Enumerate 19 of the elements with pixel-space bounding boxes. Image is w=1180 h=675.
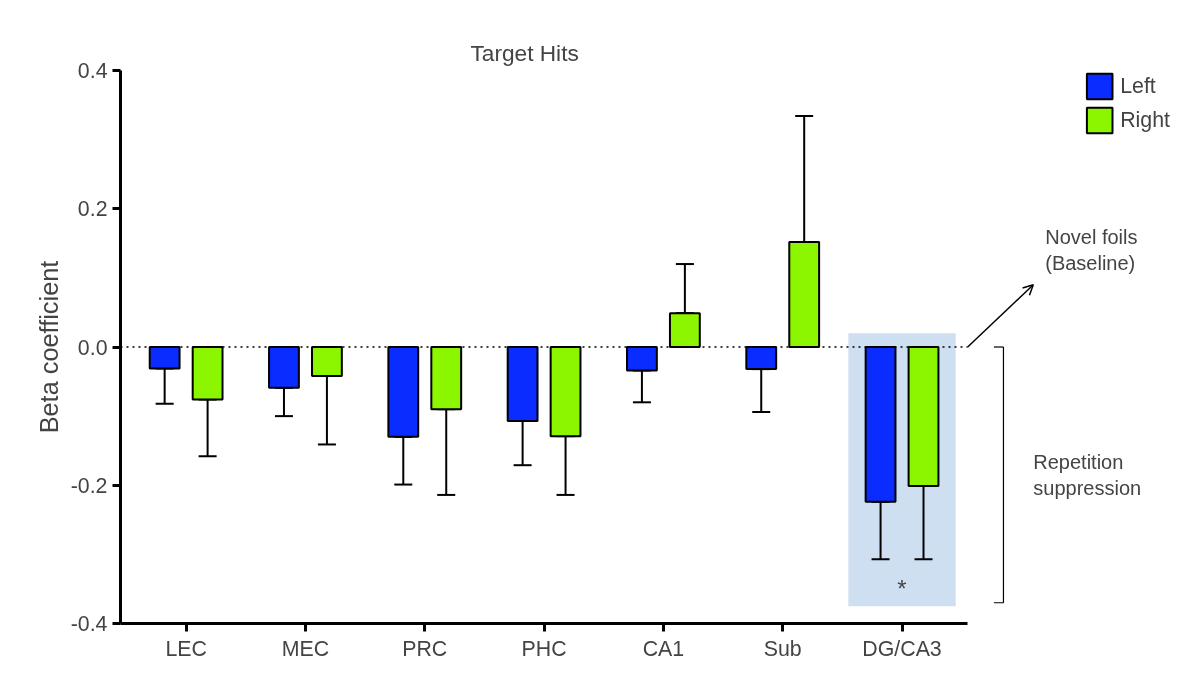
x-tick-label: PHC: [521, 636, 567, 661]
chart-title: Target Hits: [470, 39, 579, 66]
legend-label: Right: [1120, 107, 1170, 133]
y-tick-label: -0.4: [70, 612, 108, 636]
x-tick-label: PRC: [402, 636, 448, 661]
legend-label: Left: [1120, 73, 1156, 99]
ref-line-label: Novel foils (Baseline): [1045, 226, 1138, 275]
y-tick-label: -0.2: [70, 473, 108, 498]
y-tick-label: 0.2: [77, 197, 108, 222]
y-tick-label: 0.0: [77, 335, 108, 360]
x-tick-label: Sub: [763, 636, 802, 661]
y-axis-title: Beta coefficient: [34, 260, 63, 434]
text: Repetition suppression: [1033, 450, 1142, 500]
x-tick-label: DG/CA3: [862, 636, 942, 661]
x-tick-label: MEC: [281, 636, 330, 661]
y-tick-label: 0.4: [77, 59, 108, 83]
x-tick-label: CA1: [642, 636, 685, 661]
annotation: *: [897, 575, 907, 603]
x-tick-label: LEC: [165, 636, 207, 661]
